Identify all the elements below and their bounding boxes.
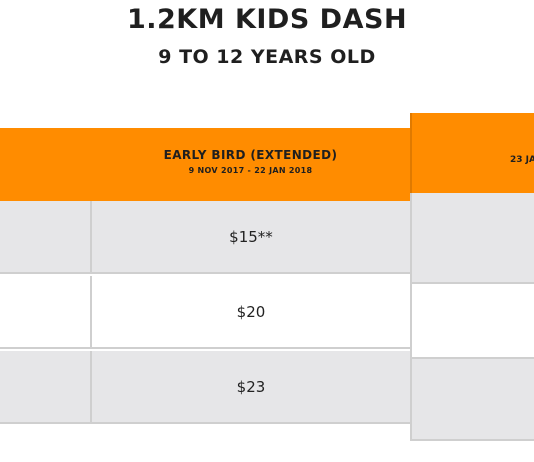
- cell-divider: [90, 351, 92, 422]
- page-subtitle: 9 TO 12 YEARS OLD: [158, 46, 376, 68]
- table-row: $20: [0, 276, 410, 349]
- table-row: [410, 359, 534, 441]
- column-title-partial: 23 JA: [510, 155, 534, 165]
- cell-divider: [90, 201, 92, 272]
- price-cell: $23: [236, 377, 266, 396]
- page-title: 1.2KM KIDS DASH: [126, 4, 408, 35]
- table-row: $15**: [0, 201, 410, 274]
- column-title: EARLY BIRD (EXTENDED): [163, 148, 338, 162]
- column-header-early-bird: EARLY BIRD (EXTENDED) 9 NOV 2017 - 22 JA…: [0, 128, 410, 201]
- table-row: [410, 284, 534, 359]
- price-cell: $20: [236, 302, 266, 321]
- cell-divider: [90, 276, 92, 347]
- column-header-next: 23 JA: [410, 113, 534, 193]
- table-row: [410, 193, 534, 284]
- column-dates: 9 NOV 2017 - 22 JAN 2018: [188, 166, 313, 175]
- table-row: $23: [0, 351, 410, 424]
- price-cell: $15**: [229, 227, 273, 246]
